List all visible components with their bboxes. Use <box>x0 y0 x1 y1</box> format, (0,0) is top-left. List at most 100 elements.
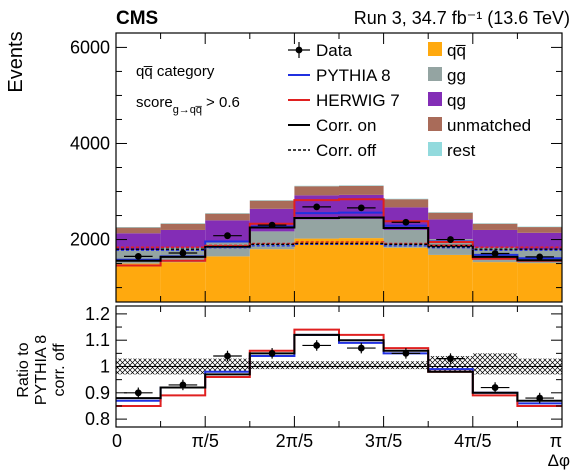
ratio-y-tick-label: 0.9 <box>85 383 110 403</box>
stack-bar-qq̅ <box>472 262 518 302</box>
legend: Data PYTHIA 8 HERWIG 7 Corr. on Corr. off qq̅… <box>288 41 531 160</box>
stack-bar-qq̅ <box>383 247 429 302</box>
ratio-data-point <box>447 355 454 363</box>
stack-bar-unmatched <box>472 223 518 230</box>
ratio-ylabel-line1: Ratio to <box>15 342 32 397</box>
stack-bar-qq̅ <box>116 263 161 302</box>
uncertainty-band <box>383 361 429 370</box>
stack-bar-qq̅ <box>517 263 562 302</box>
stack-bar-qq̅ <box>249 249 295 302</box>
ratio-data-point <box>357 344 365 352</box>
score-cut: > 0.6 <box>206 94 240 111</box>
run-info: Run 3, 34.7 fb⁻¹ (13.6 TeV) <box>354 8 570 28</box>
x-tick-label: 4π/5 <box>454 431 491 451</box>
uncertainty-band <box>249 361 295 370</box>
legend-swatch <box>428 117 442 131</box>
score-label: scoreg→qq̅ > 0.6 <box>136 94 240 116</box>
y-axis-label: Events <box>5 31 27 92</box>
stack-bar-unmatched <box>160 223 206 230</box>
legend-marker-data-dot <box>295 46 303 54</box>
legend-label: Corr. on <box>316 116 376 135</box>
legend-label: unmatched <box>447 116 531 135</box>
stack-bar-qg <box>428 219 473 240</box>
stack-bar-qq̅ <box>294 238 339 302</box>
score-word: score <box>136 94 173 111</box>
ratio-data-point <box>491 384 499 391</box>
stack-bar-gg <box>428 239 473 255</box>
uncertainty-band <box>205 358 250 372</box>
data-point <box>536 253 544 261</box>
ratio-ylabel-line3: corr. off <box>51 343 68 397</box>
data-point <box>491 250 499 257</box>
experiment-label: CMS <box>116 8 158 29</box>
data-point <box>402 218 410 226</box>
ratio-data-point <box>536 394 544 402</box>
stack-bar-gg <box>339 218 384 239</box>
stack-bar-unmatched <box>294 186 339 196</box>
data-point <box>179 249 187 257</box>
ratio-clip <box>116 328 562 407</box>
stack-bar-qg <box>383 207 429 230</box>
ratio-data-point <box>268 349 276 357</box>
stack-bar-qg <box>160 229 206 248</box>
ratio-line-corr-on <box>116 333 562 402</box>
data-point <box>134 252 142 260</box>
legend-label: HERWIG 7 <box>316 91 400 110</box>
data-point <box>357 204 365 212</box>
stack-bar-unmatched <box>205 213 250 221</box>
x-tick-label: π <box>550 431 562 451</box>
legend-swatch <box>428 142 442 156</box>
data-point <box>224 232 231 240</box>
stack-bar-unmatched <box>383 199 429 208</box>
ratio-y-tick-label: 0.8 <box>85 409 110 429</box>
main-lines <box>116 198 562 267</box>
x-axis-label: Δφ <box>548 451 570 470</box>
y-tick-label: 2000 <box>70 230 110 250</box>
ratio-data-point <box>402 349 410 357</box>
stack-bar-unmatched <box>517 227 562 233</box>
stack-bar-gg <box>294 219 339 239</box>
stack-group <box>116 185 562 302</box>
stack-bar-qg <box>472 229 518 248</box>
legend-label: rest <box>447 141 476 160</box>
uncertainty-band <box>294 361 339 370</box>
data-point <box>313 203 321 211</box>
ratio-data-point <box>179 381 187 389</box>
stack-bar-qq̅ <box>205 256 250 302</box>
x-tick-label: 2π/5 <box>276 431 313 451</box>
ratio-ylabel-line2: PYTHIA 8 <box>33 335 50 405</box>
stack-bar-unmatched <box>339 185 384 195</box>
stack-bar-qq̅ <box>160 262 206 302</box>
main-panel: 2000 4000 6000 <box>70 32 563 303</box>
ratio-data-point <box>134 389 142 397</box>
legend-swatch <box>428 67 442 81</box>
ratio-y-tick-label: 1.2 <box>85 304 110 324</box>
legend-swatch <box>428 92 442 106</box>
data-point <box>447 236 454 243</box>
ratio-y-tick-label: 1 <box>100 357 110 377</box>
stack-bar-qq̅ <box>428 254 473 302</box>
legend-label: PYTHIA 8 <box>316 66 391 85</box>
series-line-corr-off-total- <box>116 242 562 250</box>
ratio-data-point <box>313 342 321 349</box>
legend-label: qg <box>447 91 466 110</box>
score-subscript: g→qq̅ <box>173 104 203 116</box>
legend-label: Corr. off <box>316 141 376 160</box>
y-tick-label: 4000 <box>70 133 110 153</box>
stack-bar-unmatched <box>428 212 473 220</box>
legend-label: Data <box>316 41 352 60</box>
stack-bar-qg <box>517 232 562 250</box>
y-tick-label: 6000 <box>70 37 110 57</box>
uncertainty-band <box>472 353 518 375</box>
category-label: qq̅ category <box>136 63 215 80</box>
x-tick-label: 0 <box>112 431 122 451</box>
legend-label: qq̅ <box>447 41 466 60</box>
ratio-panel: 0.8 0.9 1 1.1 1.2 0 π/5 2π/5 3π/5 4π/5 π <box>85 304 563 451</box>
ratio-y-tick-label: 1.1 <box>85 330 110 350</box>
legend-swatch <box>428 42 442 56</box>
stack-bar-unmatched <box>116 227 161 234</box>
data-point <box>268 221 276 229</box>
legend-label: gg <box>447 66 466 85</box>
stack-bar-unmatched <box>249 200 295 209</box>
